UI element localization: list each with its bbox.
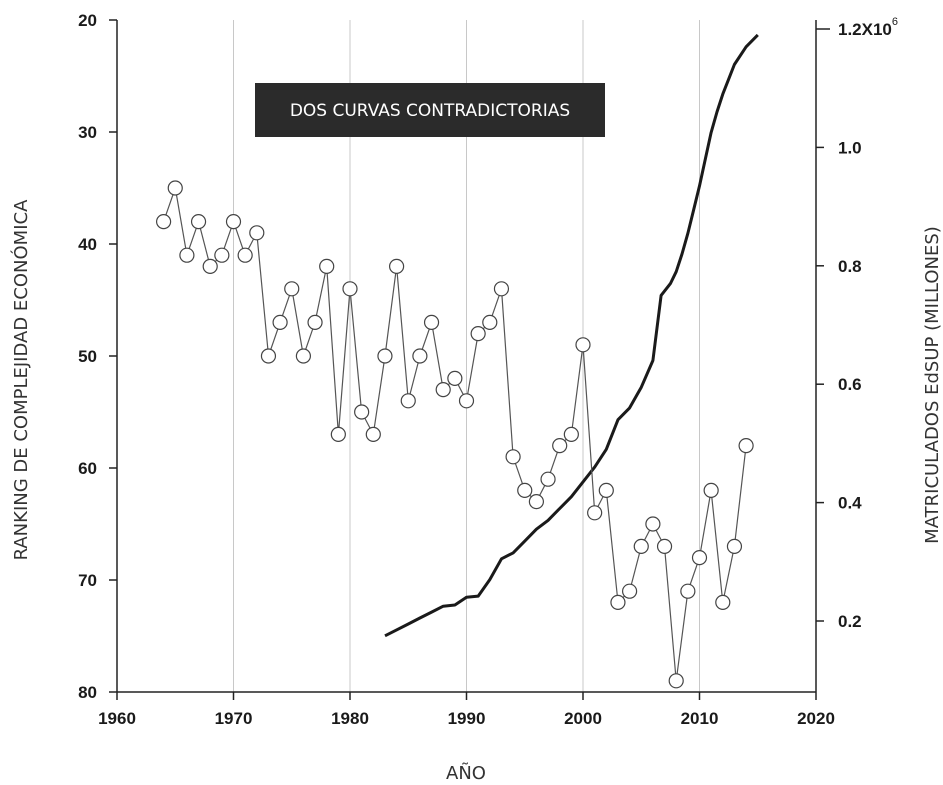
data-point-ranking (400, 393, 416, 409)
data-point-ranking (656, 538, 673, 555)
x-axis-label: AÑO (446, 762, 486, 784)
x-tick-label: 1960 (98, 709, 136, 728)
data-point-ranking (703, 482, 719, 498)
data-point-ranking (505, 449, 521, 465)
data-point-ranking (377, 348, 393, 364)
data-point-ranking (598, 482, 614, 498)
x-tick-label: 2010 (681, 709, 719, 728)
x-tick-label: 2020 (797, 709, 835, 728)
y-right-top-tick-label: 1.2X106 (838, 16, 898, 39)
series-ranking (156, 180, 754, 689)
y-left-tick-label: 80 (78, 683, 97, 702)
data-point-ranking (284, 281, 300, 297)
data-point-ranking (482, 314, 498, 330)
data-point-ranking (610, 594, 626, 611)
data-point-ranking (435, 382, 451, 398)
data-point-ranking (528, 494, 545, 510)
data-point-ranking (214, 247, 230, 263)
data-point-ranking (307, 314, 323, 330)
data-point-ranking (563, 426, 579, 442)
annotation-text: DOS CURVAS CONTRADICTORIAS (290, 101, 570, 121)
data-point-ranking (319, 258, 335, 274)
data-point-ranking (167, 180, 183, 196)
y-right-tick-label: 0.4 (838, 494, 862, 513)
y-right-axis-label: MATRICULADOS EdSUP (MILLONES) (922, 226, 943, 544)
data-point-ranking (389, 258, 405, 274)
y-left-tick-label: 20 (78, 11, 97, 30)
data-point-ranking (237, 247, 253, 263)
x-tick-label: 1970 (215, 709, 253, 728)
data-point-ranking (738, 438, 754, 454)
data-point-ranking (691, 549, 708, 566)
data-point-ranking (587, 505, 603, 521)
data-point-ranking (295, 348, 311, 364)
data-point-ranking (447, 370, 463, 386)
data-point-ranking (552, 438, 568, 454)
data-point-ranking (633, 538, 649, 555)
data-point-ranking (668, 673, 684, 689)
y-left-axis-label: RANKING DE COMPLEJIDAD ECONÓMICA (10, 199, 32, 560)
annotation-background (255, 83, 605, 137)
data-point-ranking (715, 594, 731, 611)
data-point-ranking (493, 281, 510, 297)
data-point-ranking (272, 314, 288, 330)
y-right-tick-label: 0.6 (838, 375, 862, 394)
y-left-tick-label: 40 (78, 235, 97, 254)
data-point-ranking (365, 426, 381, 442)
y-left-tick-label: 30 (78, 123, 97, 142)
data-point-ranking (423, 314, 440, 330)
data-point-ranking (249, 225, 265, 241)
data-point-ranking (202, 258, 218, 274)
annotation-box: DOS CURVAS CONTRADICTORIAS (255, 83, 605, 137)
tick-labels: 1960 1970 1980 1990 2000 2010 2020203040506070… (78, 11, 898, 728)
y-right-tick-label: 1.0 (838, 138, 862, 157)
data-point-ranking (260, 348, 277, 364)
tick-marks (109, 19, 830, 700)
y-left-tick-label: 70 (78, 571, 97, 590)
data-point-ranking (354, 404, 370, 420)
data-point-ranking (156, 214, 172, 230)
data-point-ranking (621, 583, 638, 599)
y-right-top-exponent: 6 (892, 16, 898, 28)
data-point-ranking (412, 348, 428, 364)
y-left-tick-label: 60 (78, 459, 97, 478)
x-tick-label: 1980 (331, 709, 369, 728)
data-point-ranking (190, 214, 207, 230)
data-point-ranking (575, 337, 591, 353)
data-point-ranking (330, 426, 346, 442)
data-point-ranking (680, 583, 696, 599)
x-tick-label: 2000 (564, 709, 602, 728)
data-point-ranking (517, 482, 533, 498)
y-right-tick-label: 0.8 (838, 257, 862, 276)
data-point-ranking (470, 326, 486, 342)
data-point-ranking (645, 516, 661, 532)
data-point-ranking (225, 214, 242, 230)
data-point-ranking (540, 471, 556, 487)
data-point-ranking (458, 393, 475, 409)
y-right-tick-label: 0.2 (838, 612, 862, 631)
data-point-ranking (342, 281, 358, 297)
data-point-ranking (726, 538, 743, 555)
series-line-matriculados (384, 33, 759, 638)
data-point-ranking (179, 247, 195, 263)
x-tick-label: 1990 (448, 709, 486, 728)
y-left-tick-label: 50 (78, 347, 97, 366)
series-line-ranking (163, 185, 747, 681)
series-matriculados (384, 33, 759, 638)
